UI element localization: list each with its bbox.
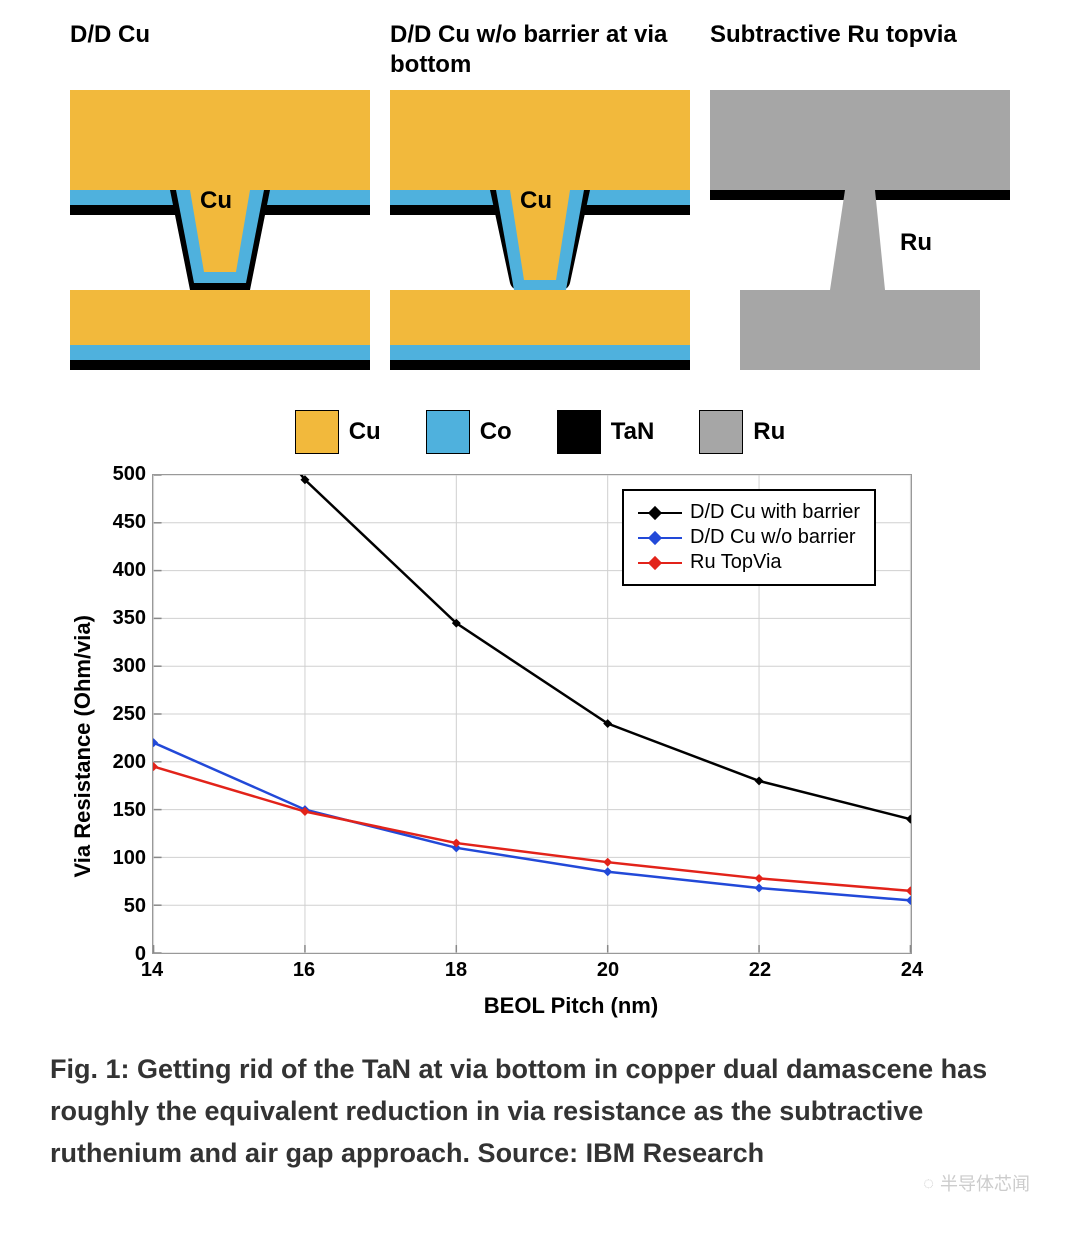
cross-section-panels: Cu Cu Ru <box>70 90 1010 380</box>
chart-legend-item: D/D Cu with barrier <box>638 501 860 524</box>
panel-title: D/D Cu <box>70 20 370 80</box>
panel-title: Subtractive Ru topvia <box>710 20 1010 80</box>
legend-swatch-co <box>426 410 470 454</box>
chart-legend-item: Ru TopVia <box>638 551 860 574</box>
material-legend: Cu Co TaN Ru <box>30 410 1050 454</box>
panel-title-row: D/D Cu D/D Cu w/o barrier at via bottom … <box>70 20 1010 80</box>
legend-label: Ru <box>753 418 785 446</box>
via-label-cu: Cu <box>200 187 232 214</box>
legend-swatch-cu <box>295 410 339 454</box>
legend-item: Co <box>426 410 512 454</box>
chart-legend-box: D/D Cu with barrierD/D Cu w/o barrierRu … <box>622 489 876 586</box>
legend-item: Cu <box>295 410 381 454</box>
figure-caption: Fig. 1: Getting rid of the TaN at via bo… <box>50 1049 1030 1175</box>
via-label-ru: Ru <box>900 229 932 256</box>
panel-title: D/D Cu w/o barrier at via bottom <box>390 20 690 80</box>
x-tick-labels: 141618202224 <box>152 959 912 987</box>
x-axis-label: BEOL Pitch (nm) <box>152 993 990 1019</box>
panel-dd-cu: Cu <box>70 90 370 380</box>
panel-ru-topvia: Ru <box>710 90 1010 380</box>
y-axis-label: Via Resistance (Ohm/via) <box>70 615 96 878</box>
resistance-chart: Via Resistance (Ohm/via) 500450400350300… <box>70 474 990 1019</box>
legend-swatch-ru <box>699 410 743 454</box>
legend-item: TaN <box>557 410 655 454</box>
legend-label: Cu <box>349 418 381 446</box>
watermark: ◌ 半导体芯闻 <box>923 1170 1030 1196</box>
watermark-text: 半导体芯闻 <box>940 1170 1030 1196</box>
legend-item: Ru <box>699 410 785 454</box>
y-tick-labels: 500450400350300250200150100500 <box>102 474 152 954</box>
via-label-cu: Cu <box>520 187 552 214</box>
legend-swatch-tan <box>557 410 601 454</box>
legend-label: Co <box>480 418 512 446</box>
panel-dd-cu-no-barrier: Cu <box>390 90 690 380</box>
chart-legend-item: D/D Cu w/o barrier <box>638 526 860 549</box>
legend-label: TaN <box>611 418 655 446</box>
wechat-icon: ◌ <box>923 1173 934 1194</box>
